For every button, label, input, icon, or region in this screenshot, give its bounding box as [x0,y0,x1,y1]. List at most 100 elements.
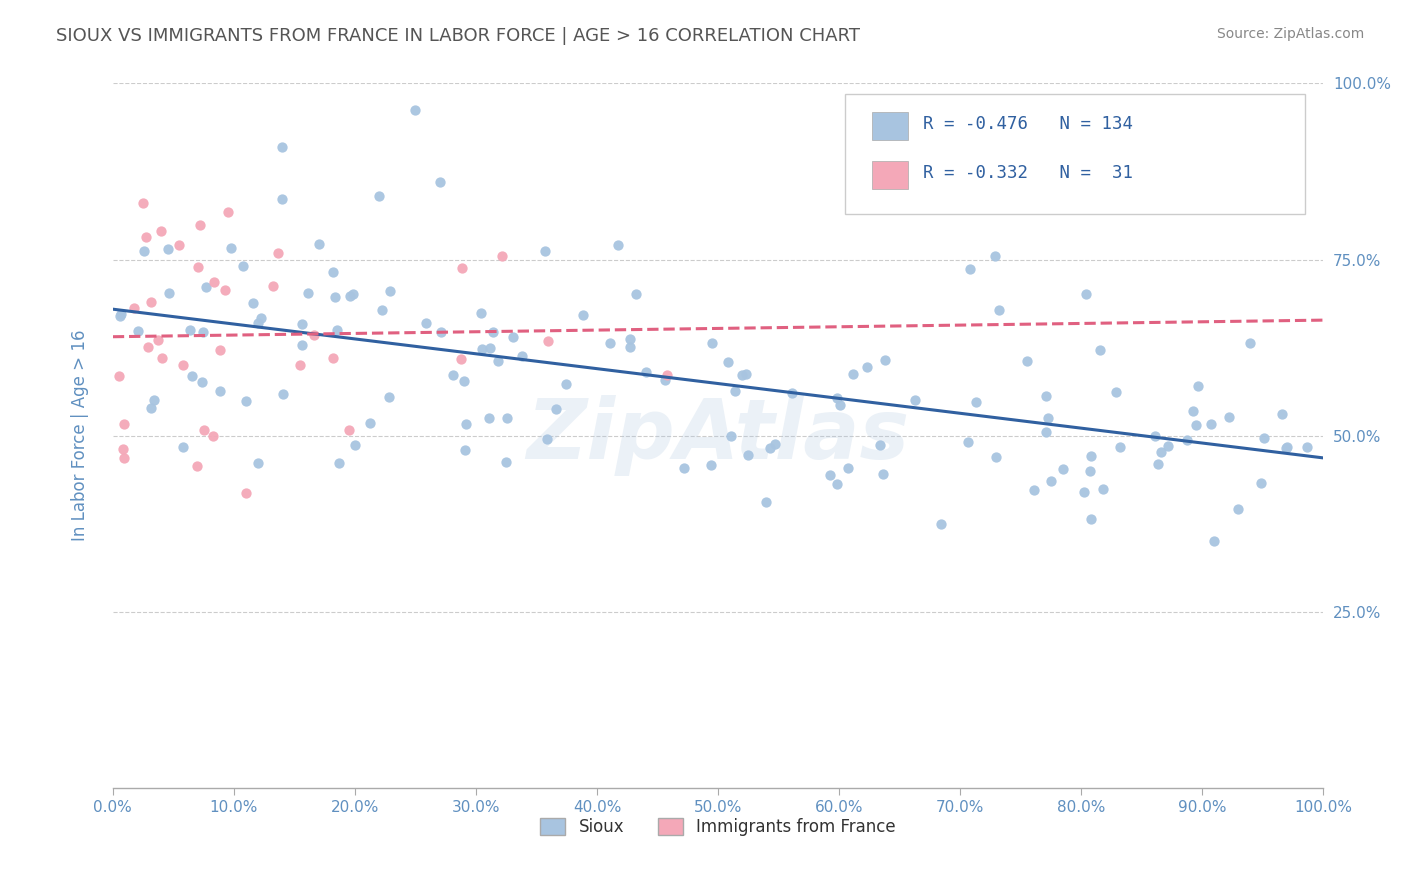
Point [337,423,360,437]
Point [214,284,236,298]
Point [404,103,426,118]
Point [634,365,657,379]
Point [156,243,179,257]
Point [869,438,891,452]
Point [132,196,155,211]
Point [837,461,859,475]
Point [533,244,555,258]
Point [1080,512,1102,526]
Point [450,352,472,367]
Point [339,289,361,303]
Point [510,350,533,364]
Point [359,416,381,430]
Point [430,325,453,339]
Point [249,311,271,326]
Point [482,325,505,339]
Point [957,435,980,450]
Text: R = -0.332   N =  31: R = -0.332 N = 31 [922,164,1133,182]
Point [1250,476,1272,491]
Point [208,384,231,399]
Point [1017,354,1039,368]
Point [273,387,295,401]
Point [111,442,134,456]
Point [495,455,517,469]
Point [328,456,350,470]
Point [1239,336,1261,351]
Point [904,392,927,407]
Point [624,286,647,301]
Point [470,306,492,320]
Point [755,494,778,508]
Point [724,384,747,399]
Point [202,429,225,443]
Point [1109,440,1132,454]
Point [780,386,803,401]
Point [555,377,578,392]
Point [169,238,191,252]
Point [872,467,894,481]
Point [827,391,849,405]
Point [1175,433,1198,447]
Point [441,368,464,382]
Point [1150,445,1173,459]
Point [717,355,740,369]
Point [471,342,494,356]
Point [179,323,201,337]
Point [127,324,149,338]
Point [856,360,879,375]
Point [191,375,214,389]
Point [139,294,162,309]
Point [172,440,194,454]
Point [219,241,242,255]
Point [453,374,475,388]
Point [830,398,852,412]
Point [195,279,218,293]
Point [267,245,290,260]
Point [368,189,391,203]
Point [737,448,759,462]
Point [1182,403,1205,417]
Point [139,401,162,416]
Point [1036,411,1059,425]
Point [546,401,568,416]
Point [202,275,225,289]
Point [673,461,696,475]
Point [1187,378,1209,392]
Point [180,368,202,383]
Point [191,326,214,340]
Point [456,417,478,431]
Point [304,328,326,343]
Point [1091,482,1114,496]
Point [242,296,264,310]
Point [1157,439,1180,453]
Point [108,309,131,323]
Text: SIOUX VS IMMIGRANTS FROM FRANCE IN LABOR FORCE | AGE > 16 CORRELATION CHART: SIOUX VS IMMIGRANTS FROM FRANCE IN LABOR… [56,27,860,45]
Point [1035,389,1057,403]
Point [186,459,208,474]
Point [1035,425,1057,439]
Point [929,516,952,531]
Point [246,456,269,470]
Point [965,395,987,409]
Point [495,411,517,425]
Point [984,450,1007,465]
Point [378,284,401,298]
Point [112,451,135,466]
Point [135,230,157,244]
Point [842,367,865,381]
Point [734,368,756,382]
Point [148,333,170,347]
Point [136,340,159,354]
Point [110,307,132,321]
Point [763,436,786,450]
Point [454,442,477,457]
Point [1271,407,1294,421]
Point [1185,417,1208,432]
Point [1275,441,1298,455]
Point [209,343,232,357]
Point [429,175,451,189]
Point [486,354,509,368]
Point [271,140,294,154]
Point [342,287,364,301]
Point [654,373,676,387]
